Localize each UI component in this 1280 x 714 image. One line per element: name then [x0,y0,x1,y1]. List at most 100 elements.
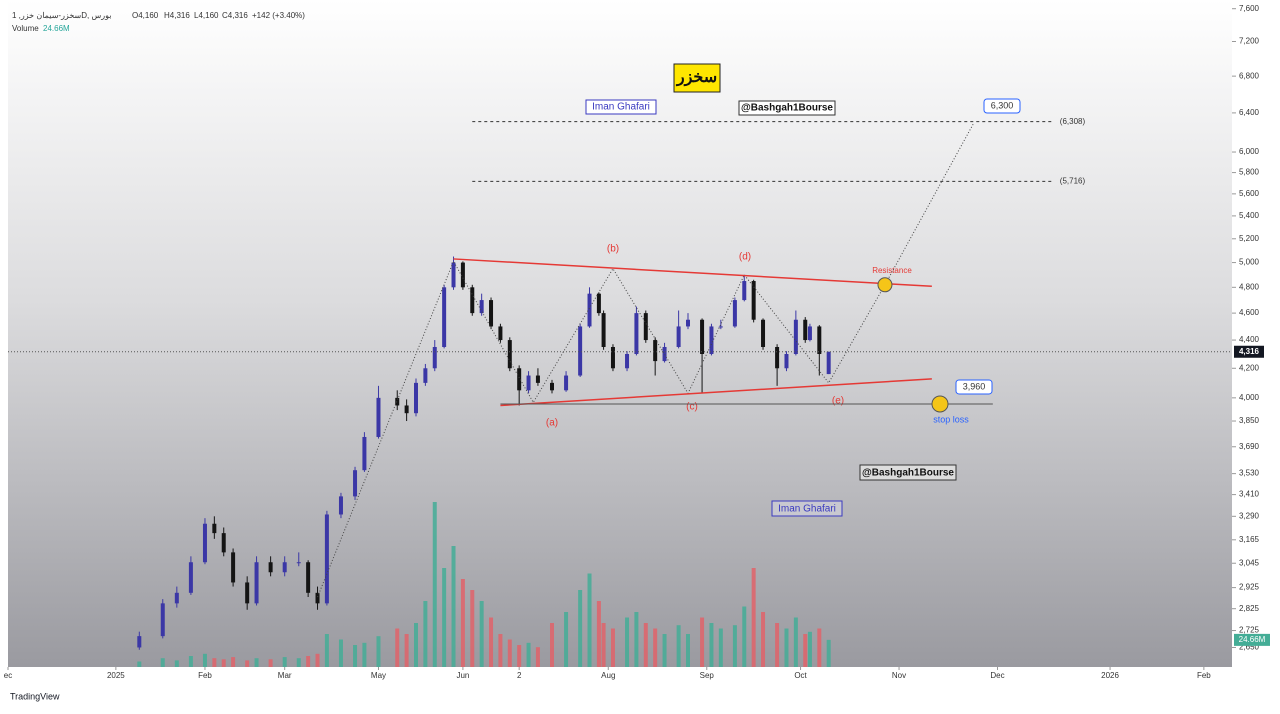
volume-bar [174,660,179,667]
volume-bar [188,656,193,667]
volume-tag [1234,633,1270,646]
candle-body [282,562,287,573]
candle-body [643,313,648,341]
candle-body [362,436,367,471]
volume-bar [160,658,165,667]
volume-bar [414,623,418,667]
watermark-box [738,100,836,116]
y-tick-label: 2,825 [1239,604,1260,613]
candle-body [296,562,301,564]
watermark-box [585,99,657,115]
candle-body [221,533,226,553]
price-tag [1234,345,1264,358]
volume-bar [202,653,207,667]
volume-bar [793,617,798,667]
y-tick-label: 5,800 [1239,168,1260,177]
volume-bar [212,658,217,667]
candle-body [761,319,766,347]
volume-bar [653,628,658,667]
volume-bar [245,660,250,667]
candle-body [676,326,681,347]
candle-body [662,346,667,362]
volume-bar [231,657,236,667]
candle-body [338,496,343,515]
candle-body [601,313,606,347]
candle-body [826,351,831,375]
candle-body [550,382,554,391]
y-tick-label: 2,725 [1239,626,1260,635]
y-tick-label: 3,290 [1239,511,1260,520]
y-tick-label: 5,600 [1239,189,1260,198]
y-tick-label: 2,925 [1239,583,1260,592]
candle-body [442,287,447,347]
footer-logo: TradingView [10,691,60,701]
volume-bar [315,653,320,667]
volume-bar [221,659,226,667]
volume-bar [784,628,789,667]
candle-body [526,375,531,391]
y-tick-label: 5,000 [1239,258,1260,267]
header-low: L4,160 [194,11,219,20]
volume-value: 24.66M [43,24,70,33]
volume-bar [423,601,428,667]
y-tick-label: 3,530 [1239,469,1260,478]
volume-bar [470,590,475,667]
volume-bar [634,612,639,667]
volume-bar [826,639,831,667]
trendline [453,258,932,288]
volume-bar [775,623,780,667]
volume-bar [517,645,522,667]
volume-bar [803,634,808,667]
candle-body [479,300,484,314]
volume-bar [442,568,447,667]
candle-body [498,326,503,341]
x-tick-label: ec [4,671,12,680]
candle-body [137,636,142,648]
watermark: @Bashgah1Bourse [862,468,954,479]
volume-bar [324,634,329,667]
header-high: H4,316 [164,11,190,20]
y-tick-label: 5,400 [1239,211,1260,220]
candle-body [564,375,569,391]
volume-bar [489,617,494,667]
header-change: +142 (+3.40%) [252,11,305,20]
volume-bar [395,628,400,667]
candle-body [807,326,812,341]
watermark: Iman Ghafari [778,504,836,515]
y-tick-label: 3,165 [1239,535,1260,544]
header-symbol: سخزر-سیمان خزر, 1D, بورس [12,11,111,20]
candle-body [517,368,522,391]
wave-label: (d) [739,252,751,263]
x-tick-label: Dec [990,671,1004,680]
x-tick-label: Sep [700,671,715,680]
candle-body [535,375,540,383]
y-tick-label: 4,400 [1239,335,1260,344]
y-tick-label: 5,200 [1239,234,1260,243]
trendline [500,378,932,407]
volume-bar [550,623,554,667]
wave-label: (a) [546,418,558,429]
volume-bar [526,642,531,667]
x-tick-label: 2 [517,671,522,680]
candle-body [718,326,723,328]
candle-body [686,319,690,327]
x-tick-label: Aug [601,671,615,680]
candle-body [231,552,236,583]
volume-bar [564,612,569,667]
volume-bar [676,625,681,667]
level-label: 3,960 [963,381,986,391]
candle-body [423,368,428,383]
volume-bar [306,656,311,667]
level-label: (5,716) [1060,177,1086,186]
wave-label: (c) [686,402,698,413]
wave-label: (b) [607,244,619,255]
candle-body [751,281,756,320]
candle-body [700,319,705,355]
volume-bar [709,623,714,667]
resistance-label: Resistance [872,266,912,275]
candle-body [414,382,418,414]
candle-body [587,293,592,327]
volume-bar [596,601,601,667]
